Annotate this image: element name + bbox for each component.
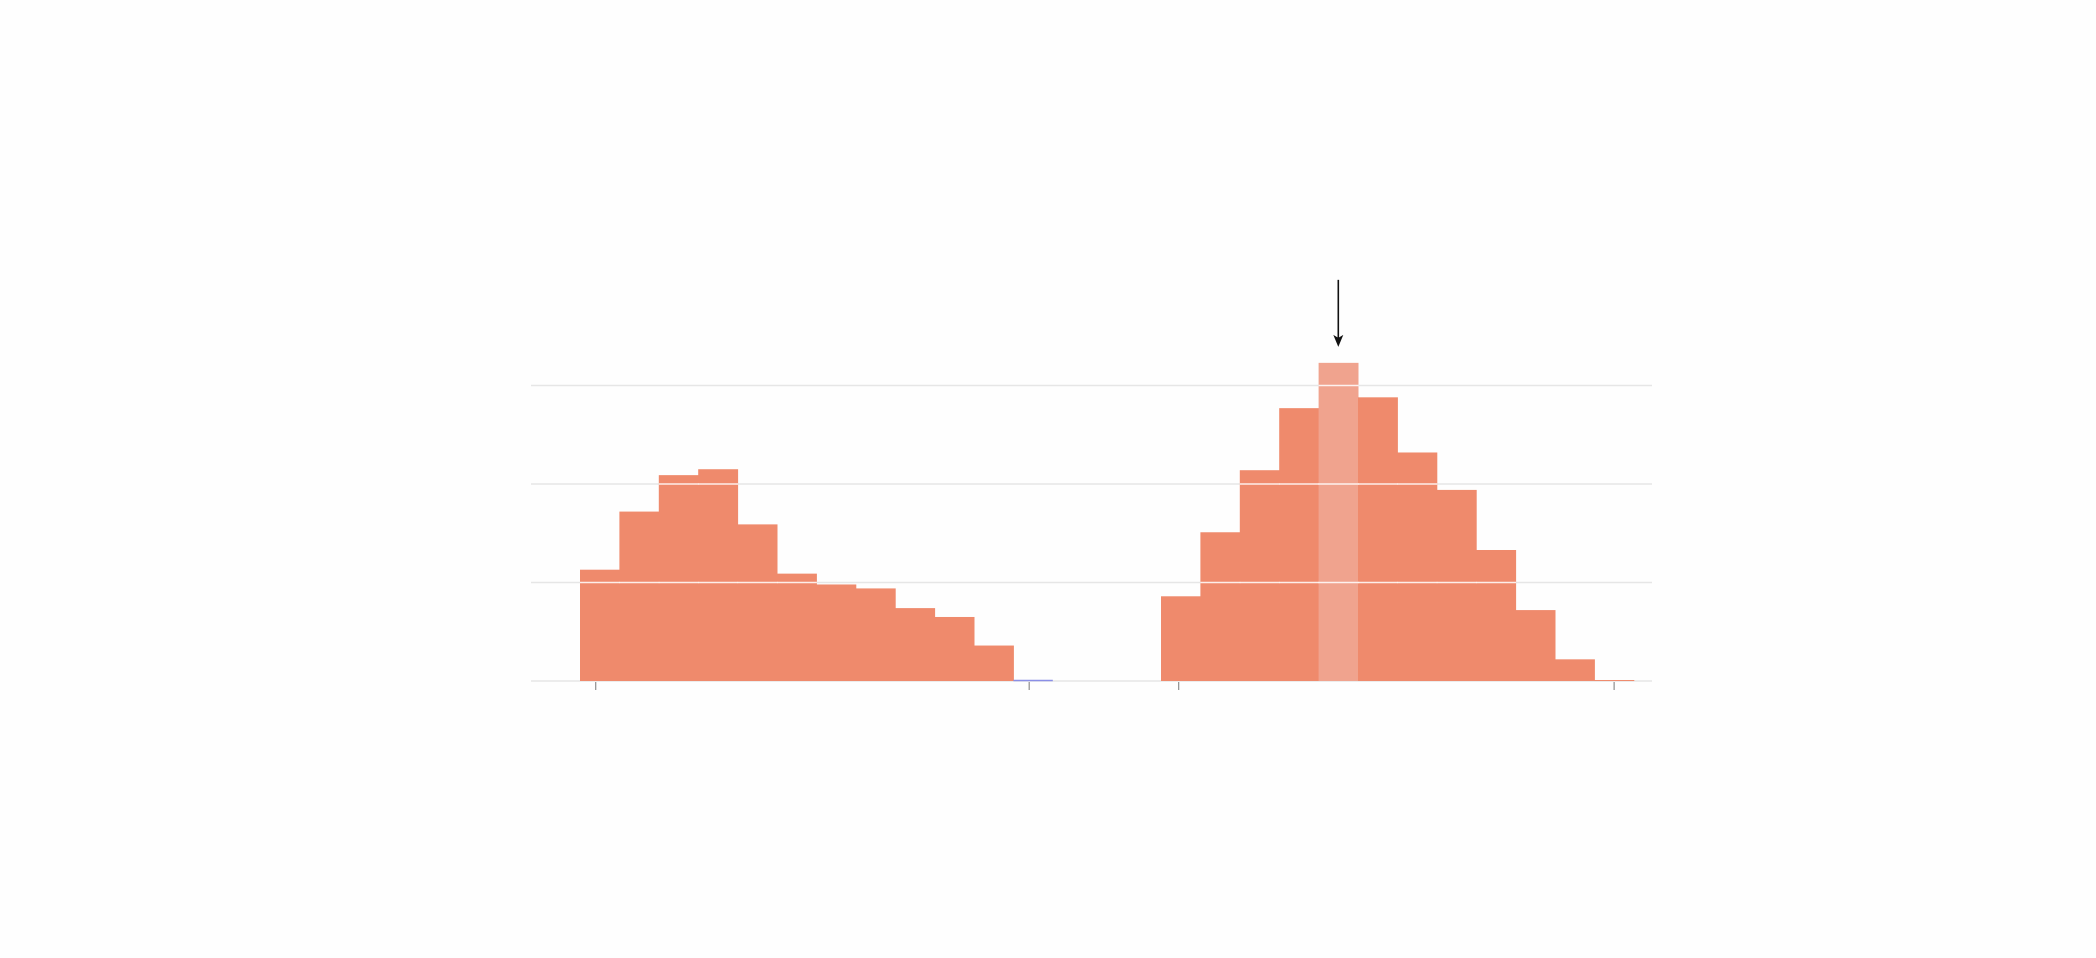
histogram-bar xyxy=(974,645,1014,681)
gridlines-over-bars xyxy=(580,384,1517,584)
histogram-bar xyxy=(1200,532,1241,681)
histogram-bar xyxy=(1594,680,1635,682)
histogram-bar xyxy=(934,616,975,681)
histogram-bar xyxy=(1436,489,1477,681)
histogram-bar xyxy=(1279,408,1320,681)
arrow-down-icon xyxy=(1333,279,1344,347)
x-axis-ticks xyxy=(595,682,1615,690)
arrow-head xyxy=(1333,334,1344,347)
histogram-bar xyxy=(1161,596,1201,681)
bars xyxy=(580,362,1635,682)
histogram-bar xyxy=(816,584,857,681)
histogram-bar xyxy=(619,511,660,681)
histogram-bar xyxy=(580,569,620,681)
histogram-bar xyxy=(1515,610,1556,681)
histogram-bar xyxy=(1358,397,1398,681)
histogram-bar xyxy=(698,469,739,681)
histogram-bar xyxy=(658,475,699,681)
histogram-bar xyxy=(895,608,936,681)
histogram-bar xyxy=(1397,452,1438,681)
histogram-bar xyxy=(1476,549,1517,681)
histogram-bar xyxy=(1239,470,1280,681)
histogram-bar xyxy=(737,524,778,681)
histogram-bar xyxy=(777,573,817,681)
histogram-bar xyxy=(1555,659,1595,681)
histogram-bar xyxy=(855,588,896,681)
highlighted-bar xyxy=(1318,362,1359,681)
